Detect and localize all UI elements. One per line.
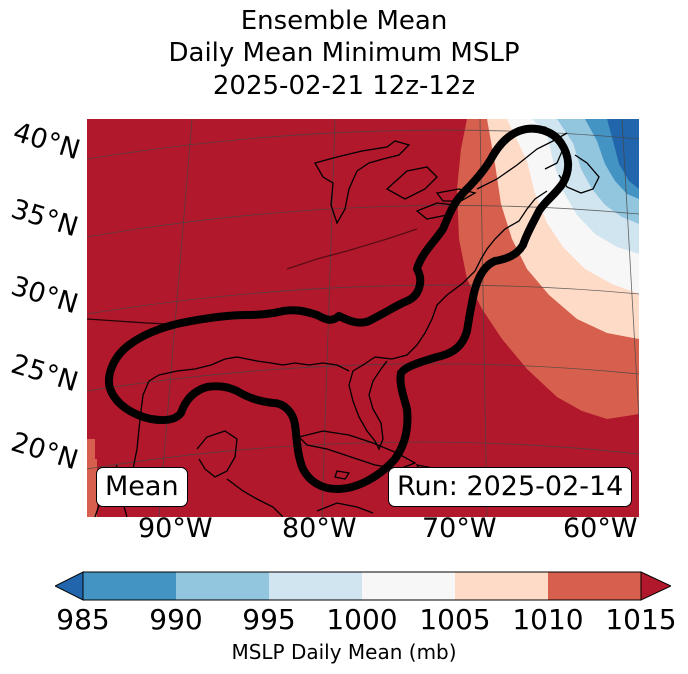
graticule: [87, 119, 639, 517]
mean-outline-contour: [105, 124, 572, 493]
lat-label-40n: 40°N: [9, 116, 84, 167]
title-line-1: Ensemble Mean: [240, 6, 448, 36]
map-svg: [87, 119, 639, 517]
colorbar-bin-1010-1015: [548, 572, 641, 600]
colorbar-svg: [53, 571, 673, 601]
lat-label-30n: 30°N: [7, 270, 82, 321]
lon-label-70w: 70°W: [422, 513, 497, 544]
colorbar-tick-985: 985: [56, 603, 110, 636]
colorbar-label: MSLP Daily Mean (mb): [231, 640, 457, 664]
colorbar-bin-1005-1010: [455, 572, 548, 600]
pressure-field: [87, 119, 639, 517]
field-below-985: [607, 119, 639, 189]
lon-label-80w: 80°W: [282, 513, 357, 544]
lat-label-25n: 25°N: [7, 348, 82, 399]
colorbar-extend-high: [640, 571, 673, 601]
title-line-2: Daily Mean Minimum MSLP: [168, 38, 520, 68]
colorbar-extend-low: [53, 571, 84, 601]
colorbar: [53, 571, 673, 601]
title-line-3: 2025-02-21 12z-12z: [212, 71, 476, 101]
colorbar-bin-990-995: [176, 572, 269, 600]
colorbar-bin-1000-1005: [362, 572, 455, 600]
colorbar-tick-1015: 1015: [605, 603, 677, 636]
lat-label-20n: 20°N: [7, 426, 82, 477]
run-date-badge: Run: 2025-02-14: [388, 467, 633, 507]
colorbar-bin-985-990: [83, 572, 176, 600]
colorbar-tick-990: 990: [149, 603, 203, 636]
colorbar-bin-995-1000: [269, 572, 362, 600]
colorbar-tick-1005: 1005: [419, 603, 491, 636]
colorbar-tick-1000: 1000: [326, 603, 398, 636]
colorbar-tick-1010: 1010: [512, 603, 584, 636]
mean-badge: Mean: [96, 467, 188, 507]
lon-label-60w: 60°W: [563, 513, 638, 544]
lat-label-35n: 35°N: [7, 193, 82, 244]
lon-label-90w: 90°W: [138, 513, 213, 544]
colorbar-tick-995: 995: [242, 603, 296, 636]
map-panel: [87, 119, 639, 517]
